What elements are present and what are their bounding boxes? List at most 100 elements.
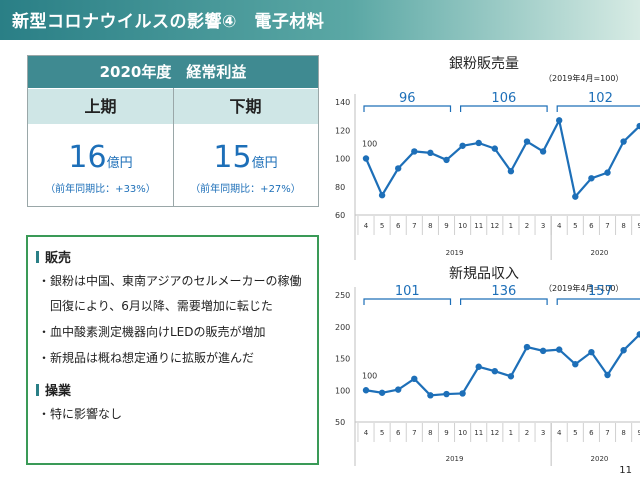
sales-summary-box: 販売 ・銀粉は中国、東南アジアのセルメーカーの稼働 回復により、6月以降、需要増…	[26, 235, 319, 465]
data-point	[443, 156, 450, 164]
y-tick-label: 100	[335, 386, 350, 395]
data-point	[556, 117, 563, 124]
data-point	[395, 165, 402, 172]
x-tick-label: 7	[605, 429, 609, 437]
chart-title-new-products: 新規品収入	[449, 266, 519, 282]
period-bracket	[363, 105, 452, 112]
ops-heading: 操業	[36, 380, 71, 399]
period-bracket	[363, 298, 452, 305]
second-half-unit: 億円	[251, 156, 278, 171]
period-average-label: 102	[588, 91, 613, 106]
chart-title-silver: 銀粉販売量	[449, 56, 519, 72]
data-point	[572, 361, 579, 368]
sales-bullet: ・銀粉は中国、東南アジアのセルメーカーの稼働	[38, 274, 302, 288]
data-point	[491, 368, 498, 375]
x-tick-label: 8	[621, 429, 625, 437]
period-average-label: 96	[399, 91, 416, 106]
y-tick-label: 140	[335, 98, 350, 107]
data-point	[556, 346, 563, 353]
first-half-yoy: （前年同期比：+33%）	[45, 184, 156, 195]
data-point	[459, 142, 466, 149]
data-point	[523, 343, 531, 351]
x-tick-label: 4	[557, 222, 562, 230]
sales-bullet: ・血中酸素測定機器向けLEDの販売が増加	[38, 325, 266, 339]
year-label: 2019	[446, 455, 464, 463]
start-value-label: 100	[362, 371, 377, 380]
y-tick-label: 200	[335, 323, 350, 332]
page-number: 11	[619, 465, 632, 476]
chart-note-silver: （2019年4月=100）	[544, 74, 624, 83]
first-half-header: 上期	[28, 88, 173, 124]
x-tick-label: 6	[589, 222, 594, 230]
y-tick-label: 100	[335, 155, 350, 164]
x-tick-label: 1	[509, 429, 513, 437]
first-half-cell: 16億円 （前年同期比：+33%）	[28, 124, 173, 206]
data-point	[620, 347, 627, 354]
y-tick-label: 150	[335, 355, 350, 364]
x-tick-label: 8	[428, 429, 432, 437]
period-bracket	[556, 105, 640, 112]
data-point	[523, 138, 531, 145]
data-point	[411, 375, 418, 383]
y-tick-label: 50	[335, 418, 345, 427]
header-bar: 新型コロナウイルスの影響④ 電子材料	[0, 0, 640, 40]
x-tick-label: 2	[525, 222, 529, 230]
period-average-label: 106	[491, 91, 516, 106]
year-label: 2020	[591, 455, 609, 463]
data-point	[539, 148, 547, 155]
data-point	[636, 331, 640, 338]
page-title: 新型コロナウイルスの影響④ 電子材料	[12, 12, 325, 32]
data-point	[362, 387, 370, 394]
data-point	[636, 122, 640, 130]
y-tick-label: 80	[335, 183, 345, 192]
data-point	[539, 347, 547, 355]
x-tick-label: 10	[458, 429, 467, 437]
y-tick-label: 120	[335, 126, 350, 135]
data-point	[411, 148, 418, 155]
sales-bullet: 回復により、6月以降、需要増加に転じた	[38, 299, 273, 313]
data-point	[588, 348, 595, 356]
x-tick-label: 12	[490, 222, 499, 230]
second-half-number: 15	[213, 140, 252, 175]
x-tick-label: 8	[428, 222, 432, 230]
data-point	[604, 371, 611, 379]
data-point	[620, 138, 627, 145]
data-point	[427, 392, 434, 399]
data-point	[459, 390, 466, 397]
period-bracket	[556, 298, 640, 305]
x-tick-label: 3	[541, 222, 545, 230]
data-point	[572, 193, 579, 200]
ops-bullet: ・特に影響なし	[38, 407, 123, 421]
data-point	[378, 192, 386, 199]
x-tick-label: 12	[490, 429, 499, 437]
data-point	[507, 168, 515, 175]
data-point	[588, 175, 595, 182]
y-tick-label: 250	[335, 291, 350, 300]
data-point	[443, 390, 450, 398]
x-tick-label: 10	[458, 222, 467, 230]
x-tick-label: 4	[557, 429, 562, 437]
y-tick-label: 60	[335, 211, 345, 220]
heading-marker	[36, 384, 39, 396]
second-half-header: 下期	[173, 88, 318, 124]
first-half-unit: 億円	[106, 156, 133, 171]
second-half-cell: 15億円 （前年同期比：+27%）	[173, 124, 318, 206]
x-tick-label: 7	[412, 429, 416, 437]
year-label: 2019	[446, 249, 464, 257]
profit-table-title: 2020年度 経常利益	[28, 56, 318, 88]
series-line	[364, 117, 640, 200]
sales-bullet: ・新規品は概ね想定通りに拡販が進んだ	[38, 351, 255, 365]
heading-marker	[36, 251, 39, 263]
x-tick-label: 9	[444, 222, 448, 230]
first-half-value: 16億円	[28, 140, 173, 175]
data-point	[427, 149, 434, 157]
data-point	[378, 389, 386, 396]
period-bracket	[460, 105, 548, 112]
period-average-label: 136	[491, 284, 516, 299]
x-tick-label: 4	[364, 429, 369, 437]
first-half-number: 16	[68, 140, 107, 175]
data-point	[475, 363, 482, 370]
data-point	[507, 373, 515, 380]
year-label: 2020	[591, 249, 609, 257]
x-tick-label: 5	[573, 429, 577, 437]
